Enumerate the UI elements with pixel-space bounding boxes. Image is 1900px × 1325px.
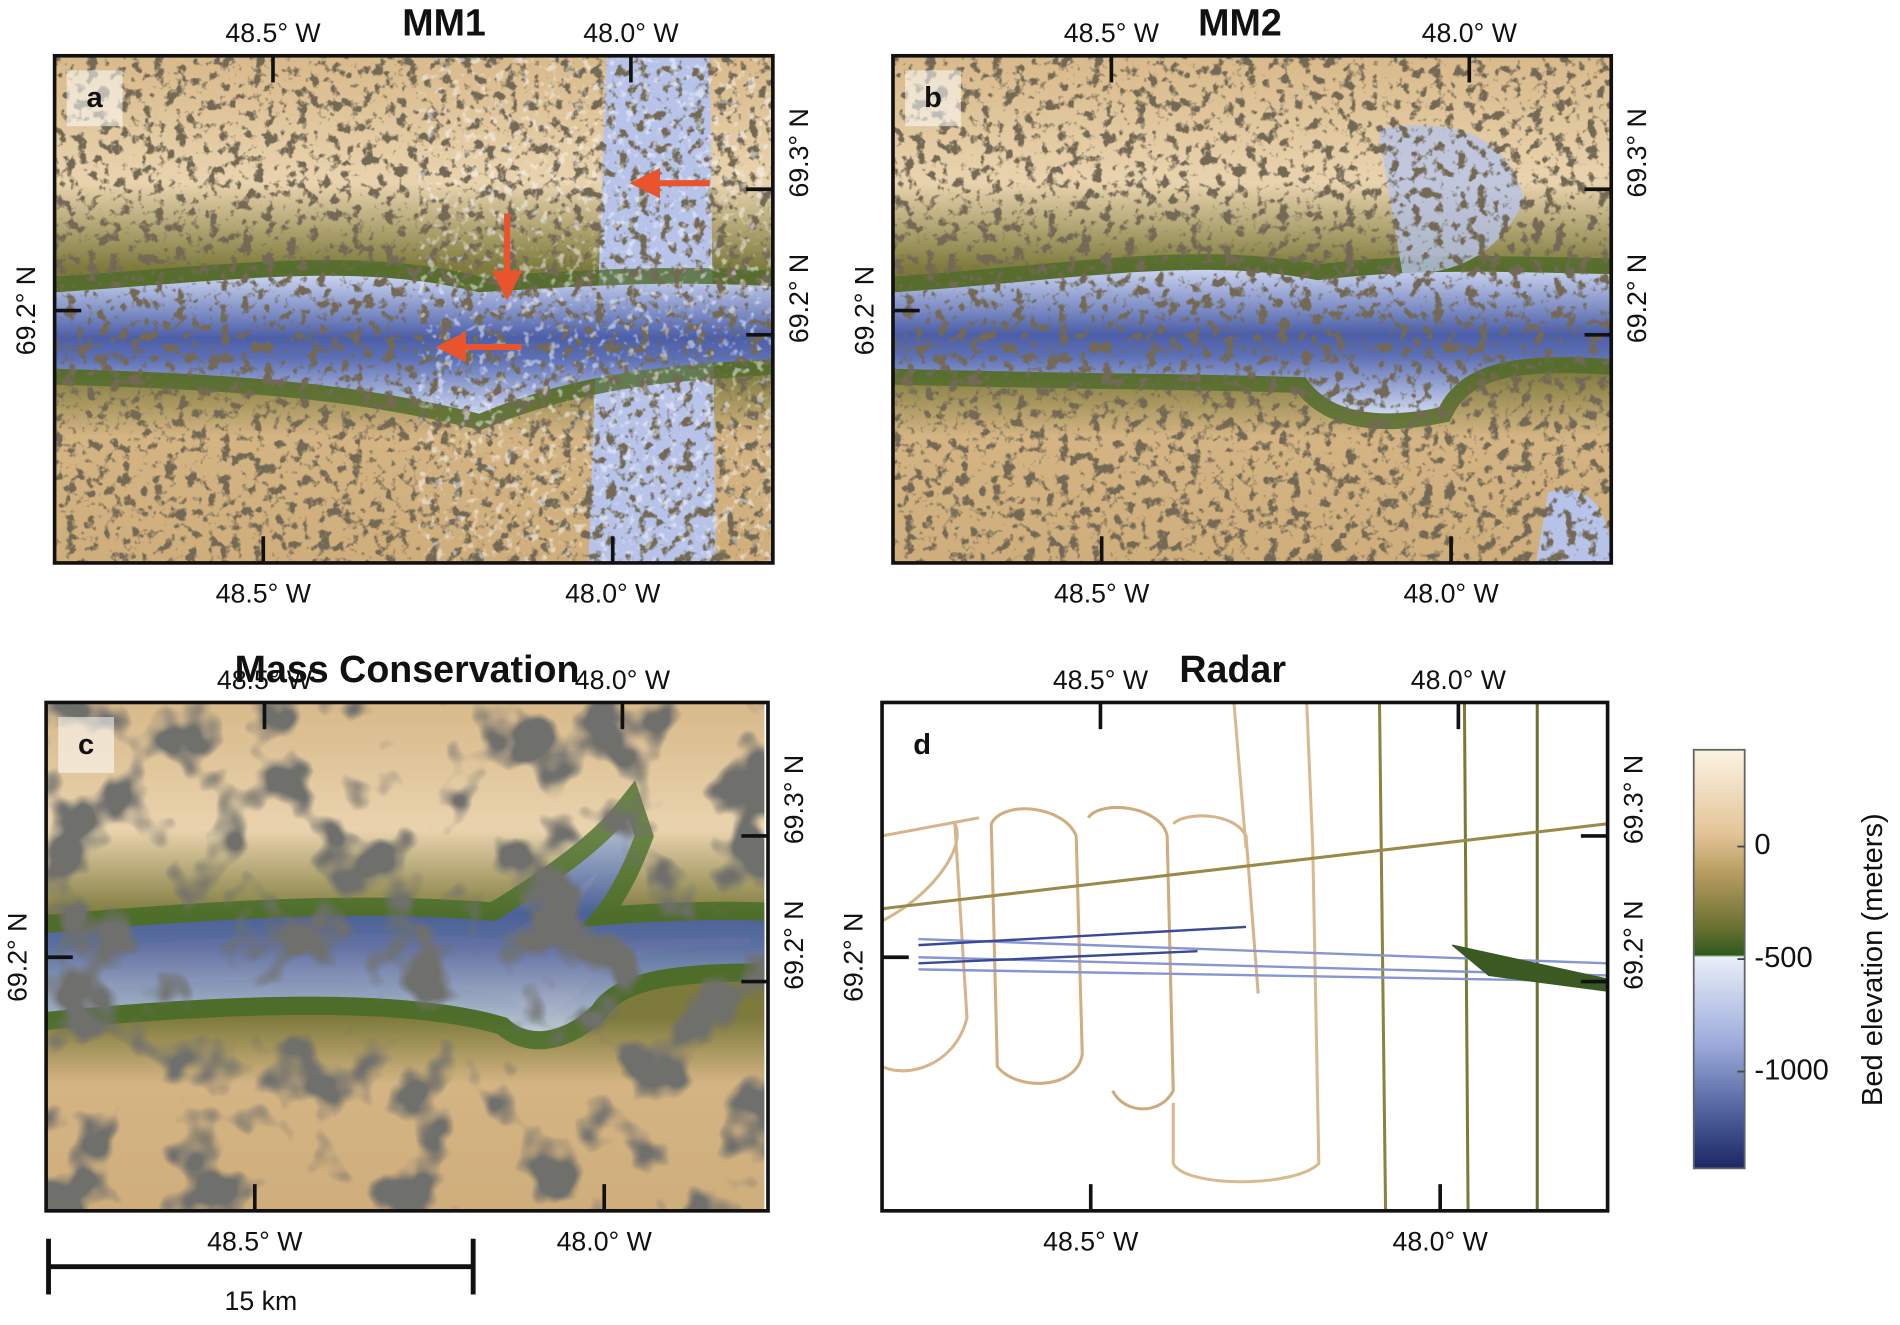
panel-label-box <box>905 70 961 127</box>
left-tick-label: 69.2° N <box>2 913 32 1002</box>
right-tick-label: 69.3° N <box>784 108 814 197</box>
left-tick-label: 69.2° N <box>849 266 879 355</box>
top-tick-label: 48.0° W <box>1411 665 1507 695</box>
colorbar-label: Bed elevation (meters) <box>1857 813 1889 1106</box>
map-panel <box>881 702 1609 1211</box>
panel-label-box <box>894 717 950 773</box>
map-panel <box>892 55 1612 563</box>
colorbar <box>1692 748 1746 1170</box>
top-tick-label: 48.0° W <box>575 665 671 695</box>
panel-label: d <box>913 729 931 761</box>
colorbar-tick-label: -500 <box>1754 942 1812 974</box>
bottom-tick-label: 48.5° W <box>1054 579 1150 609</box>
map-panel <box>54 55 773 563</box>
bottom-tick-label: 48.5° W <box>1043 1227 1139 1257</box>
map-panel <box>46 702 765 1210</box>
panel-label: b <box>924 82 942 114</box>
panel-title: Radar <box>1179 648 1286 690</box>
top-tick-label: 48.0° W <box>583 18 679 48</box>
panel-label: a <box>87 82 104 114</box>
bottom-tick-label: 48.0° W <box>565 579 661 609</box>
panel-label: c <box>78 729 94 761</box>
radar-tracks <box>881 702 1609 1211</box>
panel-title: MM2 <box>1198 1 1282 43</box>
bottom-tick-label: 48.0° W <box>557 1227 653 1257</box>
right-tick-label: 69.2° N <box>784 254 814 343</box>
left-tick-label: 69.2° N <box>838 913 868 1002</box>
top-tick-label: 48.5° W <box>1053 665 1149 695</box>
panel-title: Mass Conservation <box>235 648 580 690</box>
right-tick-label: 69.2° N <box>779 900 809 989</box>
top-tick-label: 48.5° W <box>1064 18 1160 48</box>
arrows <box>435 168 710 363</box>
top-tick-label: 48.5° W <box>225 18 321 48</box>
panel-label-box <box>58 717 115 773</box>
bottom-tick-label: 48.5° W <box>207 1227 303 1257</box>
right-tick-label: 69.2° N <box>1619 900 1649 989</box>
colorbar-tick-label: -1000 <box>1754 1054 1828 1086</box>
top-tick-label: 48.5° W <box>217 665 313 695</box>
scale-bar-label: 15 km <box>225 1286 298 1316</box>
colorbar-tick-label: 0 <box>1754 829 1770 861</box>
left-tick-label: 69.2° N <box>11 266 41 355</box>
right-tick-label: 69.3° N <box>1619 755 1649 844</box>
panel-title: MM1 <box>402 1 486 43</box>
scale-bar <box>46 1238 476 1295</box>
bottom-tick-label: 48.0° W <box>1393 1227 1489 1257</box>
right-tick-label: 69.3° N <box>779 755 809 844</box>
top-tick-label: 48.0° W <box>1422 18 1518 48</box>
panel-label-box <box>66 70 123 127</box>
right-tick-label: 69.3° N <box>1622 108 1652 197</box>
right-tick-label: 69.2° N <box>1622 254 1652 343</box>
bottom-tick-label: 48.0° W <box>1403 579 1499 609</box>
bottom-tick-label: 48.5° W <box>216 579 312 609</box>
